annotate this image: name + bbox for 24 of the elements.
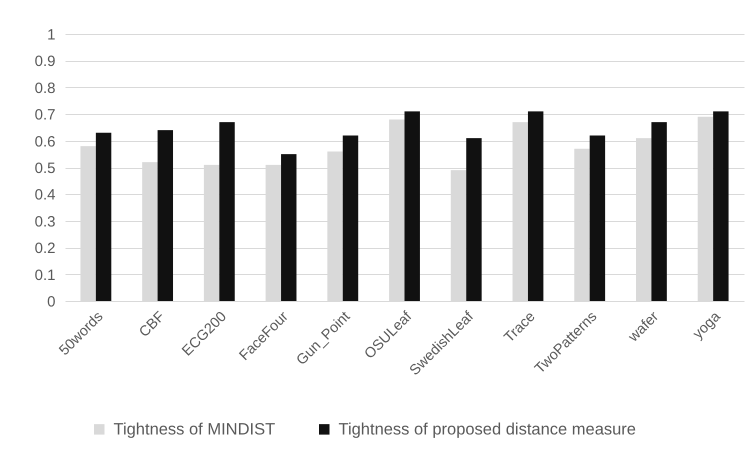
y-tick-label: 0.4 xyxy=(34,186,56,204)
y-tick-label: 0.5 xyxy=(34,160,56,177)
legend-label: Tightness of MINDIST xyxy=(114,420,276,438)
y-tick-label: 0.8 xyxy=(34,80,56,97)
y-tick-label: 0.3 xyxy=(34,213,56,230)
bar xyxy=(651,122,667,301)
y-tick-label: 0 xyxy=(47,294,56,310)
bar xyxy=(219,122,235,301)
bar xyxy=(96,132,112,301)
bar xyxy=(158,130,174,301)
bar xyxy=(281,154,296,301)
y-tick-label: 0.9 xyxy=(34,53,56,70)
bar xyxy=(404,111,420,301)
y-tick-label: 0.1 xyxy=(34,266,56,284)
y-tick-label: 1 xyxy=(47,26,56,44)
bar xyxy=(590,135,606,301)
y-tick-label: 0.2 xyxy=(34,240,56,258)
y-tick-label: 0.7 xyxy=(34,106,56,124)
bar xyxy=(466,138,482,301)
bar xyxy=(713,111,729,301)
y-tick-label: 0.6 xyxy=(34,133,56,150)
bar xyxy=(342,135,358,301)
bar xyxy=(528,111,544,301)
legend-label: Tightness of proposed distance measure xyxy=(338,420,636,438)
